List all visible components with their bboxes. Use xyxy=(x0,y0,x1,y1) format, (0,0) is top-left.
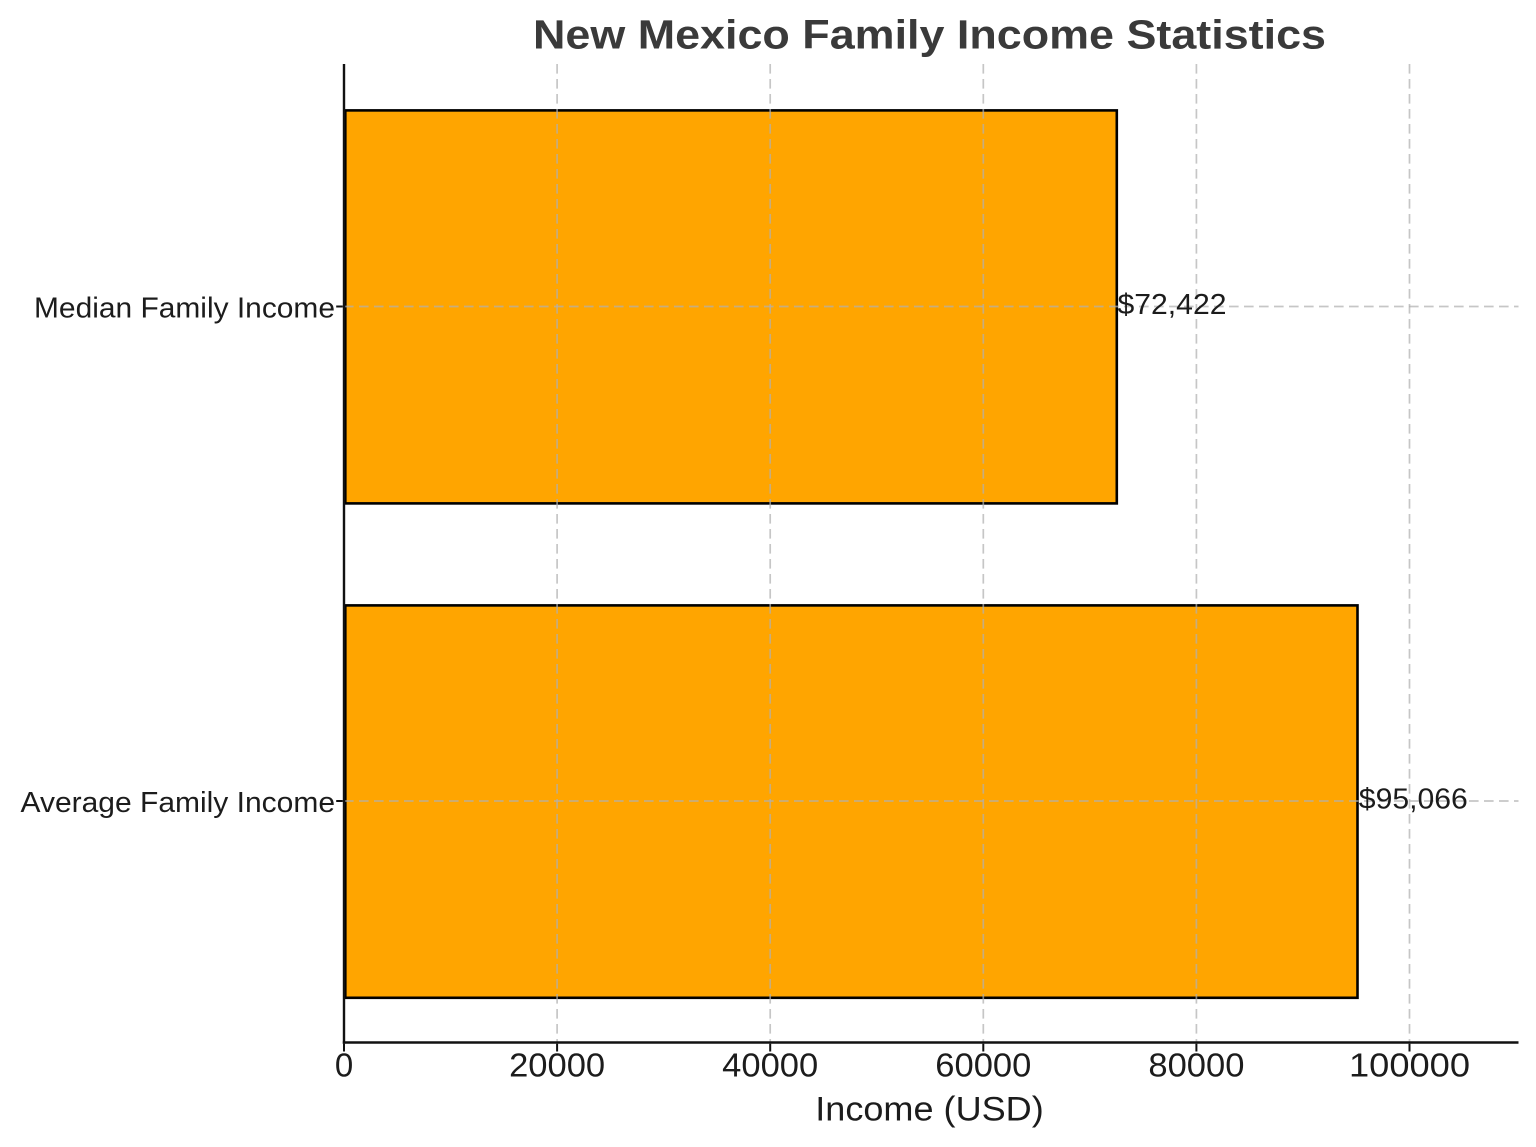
svg-text:60000: 60000 xyxy=(935,1047,1031,1084)
svg-text:Average Family Income: Average Family Income xyxy=(21,787,336,819)
svg-text:80000: 80000 xyxy=(1148,1047,1244,1084)
svg-text:Median Family Income: Median Family Income xyxy=(34,292,335,324)
svg-text:20000: 20000 xyxy=(509,1047,605,1084)
svg-text:Income (USD): Income (USD) xyxy=(815,1091,1044,1129)
svg-text:New Mexico Family Income Stati: New Mexico Family Income Statistics xyxy=(533,12,1326,58)
svg-text:$95,066: $95,066 xyxy=(1359,784,1468,816)
svg-text:40000: 40000 xyxy=(722,1047,818,1084)
svg-text:100000: 100000 xyxy=(1349,1047,1470,1084)
svg-text:0: 0 xyxy=(335,1047,353,1084)
svg-text:$72,422: $72,422 xyxy=(1118,289,1227,321)
